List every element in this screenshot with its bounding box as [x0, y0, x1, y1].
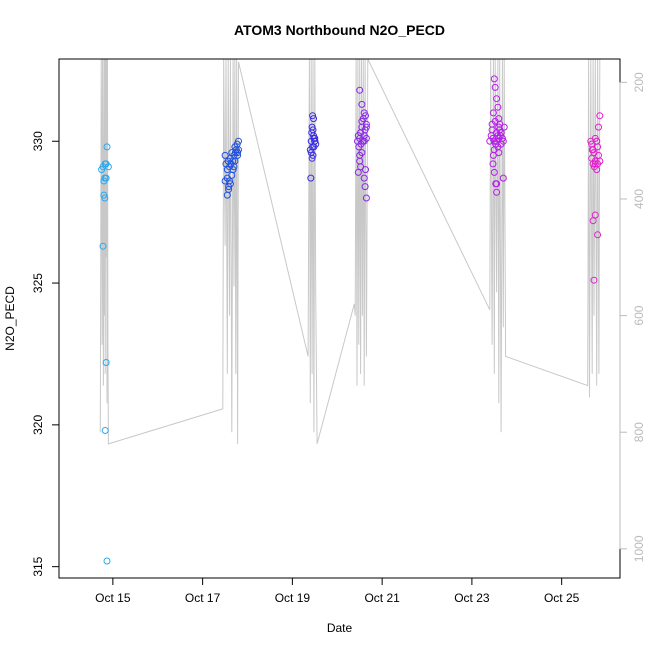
data-point-flight2 — [225, 186, 233, 193]
data-point-flight5 — [490, 168, 498, 176]
right-tick-label: 600 — [632, 305, 646, 325]
chart-title: ATOM3 Northbound N2O_PECD — [234, 22, 445, 38]
x-tick-label: Oct 19 — [275, 591, 311, 605]
data-point-flight2 — [226, 177, 233, 185]
data-point-flight3 — [310, 115, 317, 123]
x-tick-label: Oct 25 — [544, 591, 580, 605]
data-point-flight5 — [491, 83, 499, 91]
data-point-flight4 — [360, 174, 368, 182]
data-point-flight2 — [221, 151, 229, 159]
data-point-flight5 — [499, 174, 507, 182]
data-point-flight2 — [235, 146, 242, 154]
right-tick-label: 400 — [632, 189, 646, 209]
data-point-flight5 — [496, 132, 504, 140]
y-tick-label: 315 — [31, 556, 45, 576]
data-point-flight4 — [357, 129, 365, 137]
x-axis-label: Date — [327, 621, 353, 635]
data-point-flight5 — [494, 103, 502, 111]
data-point-flight3 — [308, 123, 316, 131]
x-axis: Oct 15 Oct 17 Oct 19 Oct 21 Oct 23 Oct 25 — [95, 577, 580, 605]
data-point-flight1 — [101, 194, 109, 202]
data-point-flight4 — [358, 100, 366, 108]
data-point-flight1 — [104, 163, 112, 171]
x-tick-label: Oct 15 — [95, 591, 131, 605]
data-point-flight3 — [310, 143, 318, 151]
data-point-flight6 — [588, 146, 596, 154]
data-point-flight4 — [362, 123, 370, 131]
data-point-flight5 — [489, 109, 497, 117]
data-point-flight5 — [490, 75, 498, 83]
data-point-flight5 — [493, 188, 501, 196]
data-point-flight5 — [489, 160, 497, 168]
y-tick-label: 330 — [31, 131, 45, 151]
x-tick-label: Oct 21 — [364, 591, 400, 605]
data-point-flight4 — [362, 134, 370, 142]
data-point-flight3 — [309, 112, 317, 120]
data-point-flight6 — [593, 137, 601, 145]
y-tick-label: 320 — [31, 415, 45, 435]
data-point-flight4 — [362, 112, 369, 120]
data-point-flight5 — [497, 140, 505, 148]
data-point-flight5 — [497, 129, 505, 137]
data-point-flight4 — [362, 166, 369, 174]
data-point-flight4 — [354, 168, 362, 176]
right-tick-label: 200 — [632, 72, 646, 92]
data-point-flight1 — [102, 359, 110, 366]
data-point-flight4 — [361, 183, 369, 191]
data-point-flight1 — [103, 143, 111, 151]
pressure-line — [99, 58, 601, 445]
data-point-flight2 — [235, 137, 242, 145]
data-point-flight6 — [591, 160, 599, 168]
data-point-flight1 — [100, 191, 108, 199]
x-tick-label: Oct 17 — [185, 591, 221, 605]
data-point-flight1 — [101, 427, 109, 434]
data-point-flight5 — [495, 149, 503, 157]
data-point-flight2 — [234, 149, 242, 157]
x-tick-label: Oct 23 — [454, 591, 490, 605]
right-tick-label: 800 — [632, 422, 646, 442]
data-point-flight6 — [594, 231, 602, 239]
data-point-flight1 — [102, 174, 110, 182]
y-axis: 315 320 325 330 — [31, 131, 60, 577]
data-point-flight2 — [231, 157, 239, 165]
right-tick-label: 1000 — [632, 535, 646, 562]
data-point-flight6 — [596, 112, 604, 120]
right-axis: 200 400 600 800 1000 — [619, 72, 646, 562]
data-point-flight6 — [590, 276, 598, 284]
y-axis-label: N2O_PECD — [3, 286, 17, 351]
plot-border — [58, 58, 621, 579]
pressure-profile-layer — [99, 58, 601, 445]
data-points-layer — [98, 75, 604, 565]
data-point-flight1 — [103, 557, 111, 565]
data-point-flight6 — [595, 123, 602, 131]
data-point-flight2 — [229, 166, 237, 174]
data-point-flight5 — [495, 115, 503, 123]
data-point-flight5 — [493, 180, 501, 188]
data-point-flight4 — [356, 86, 364, 94]
data-point-flight3 — [311, 134, 319, 142]
data-point-flight3 — [308, 154, 316, 162]
data-point-flight4 — [362, 194, 370, 202]
data-point-flight3 — [307, 174, 315, 182]
data-point-flight2 — [221, 177, 229, 185]
data-point-flight5 — [493, 95, 501, 103]
data-point-flight4 — [358, 149, 366, 157]
data-point-flight1 — [99, 242, 107, 250]
y-tick-label: 325 — [31, 273, 45, 293]
data-point-flight3 — [309, 151, 317, 159]
data-point-flight6 — [591, 211, 599, 219]
